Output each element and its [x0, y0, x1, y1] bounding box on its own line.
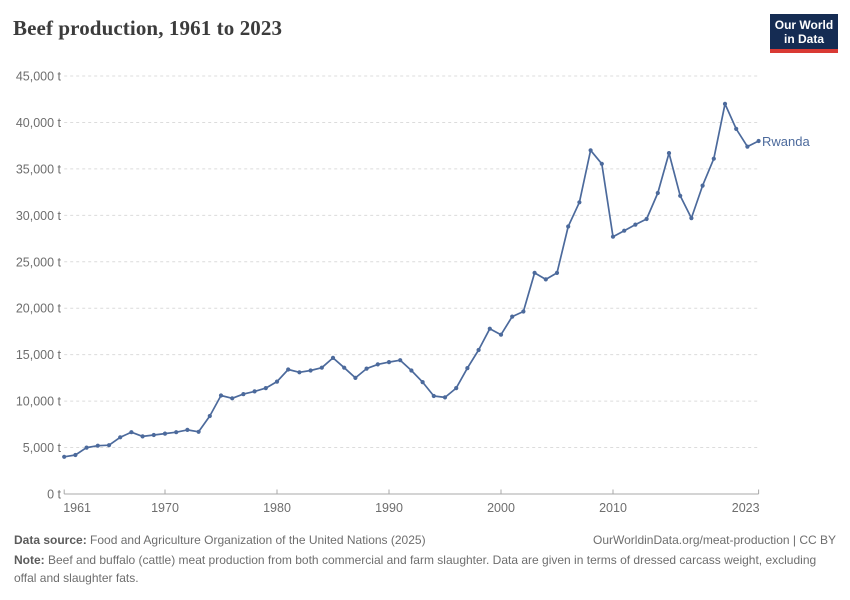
y-axis-tick-label: 20,000 t	[16, 302, 62, 316]
data-point[interactable]	[375, 362, 380, 367]
data-point[interactable]	[577, 200, 582, 205]
data-point[interactable]	[734, 126, 739, 131]
y-axis-tick-label: 40,000 t	[16, 116, 62, 130]
data-point[interactable]	[610, 234, 616, 239]
y-axis-tick-label: 0 t	[47, 488, 61, 502]
data-point[interactable]	[487, 326, 492, 331]
chart-footer: Data source: Food and Agriculture Organi…	[14, 531, 836, 587]
data-point[interactable]	[364, 366, 369, 371]
data-point[interactable]	[666, 151, 672, 156]
data-point[interactable]	[174, 430, 179, 435]
data-point[interactable]	[689, 216, 694, 221]
y-axis-tick-label: 25,000 t	[16, 255, 62, 269]
x-axis-tick-label: 2010	[599, 501, 627, 515]
data-point[interactable]	[263, 386, 268, 391]
y-axis-tick-label: 30,000 t	[16, 209, 62, 223]
x-axis-tick-label: 1980	[263, 501, 291, 515]
data-point[interactable]	[274, 379, 280, 384]
data-point[interactable]	[353, 375, 358, 380]
x-axis-tick-label: 2000	[487, 501, 515, 515]
data-point[interactable]	[678, 193, 683, 198]
x-axis-tick-label: 1990	[375, 501, 403, 515]
data-point[interactable]	[431, 393, 436, 399]
x-axis-tick-label: 2023	[732, 501, 760, 515]
data-point[interactable]	[655, 190, 660, 196]
owid-logo-line1: Our World	[774, 18, 834, 32]
data-point[interactable]	[218, 393, 224, 398]
data-point[interactable]	[454, 386, 459, 391]
footer-note-text: Beef and buffalo (cattle) meat productio…	[14, 553, 817, 585]
data-point[interactable]	[319, 365, 324, 370]
data-point[interactable]	[722, 101, 728, 106]
data-point[interactable]	[566, 224, 571, 229]
data-point[interactable]	[84, 445, 89, 450]
data-point[interactable]	[151, 432, 156, 438]
data-point[interactable]	[633, 222, 638, 227]
data-point[interactable]	[252, 389, 257, 394]
data-point[interactable]	[207, 413, 212, 419]
data-point[interactable]	[297, 370, 302, 375]
data-point[interactable]	[532, 270, 537, 275]
entity-label-rwanda[interactable]: Rwanda	[762, 134, 810, 149]
data-point[interactable]	[398, 358, 403, 363]
x-axis-tick-label: 1961	[63, 501, 91, 515]
y-axis-tick-label: 15,000 t	[16, 348, 62, 362]
footer-source-label: Data source:	[14, 533, 87, 547]
data-point[interactable]	[230, 396, 235, 401]
data-point[interactable]	[330, 355, 336, 360]
data-point[interactable]	[241, 392, 246, 397]
data-point[interactable]	[308, 368, 313, 373]
footer-note: Note: Beef and buffalo (cattle) meat pro…	[14, 551, 836, 587]
data-point[interactable]	[498, 332, 504, 337]
y-axis-tick-label: 35,000 t	[16, 162, 62, 176]
chart-title: Beef production, 1961 to 2023	[13, 16, 283, 40]
data-line-rwanda[interactable]	[63, 103, 760, 458]
data-point[interactable]	[73, 452, 78, 458]
data-point[interactable]	[409, 368, 414, 373]
data-point[interactable]	[162, 431, 168, 436]
y-axis-tick-label: 10,000 t	[16, 395, 62, 409]
data-point[interactable]	[129, 430, 134, 435]
data-point[interactable]	[510, 314, 515, 319]
data-point[interactable]	[196, 429, 201, 434]
data-point[interactable]	[342, 365, 347, 370]
data-point[interactable]	[711, 156, 716, 161]
data-point[interactable]	[106, 443, 112, 448]
data-point[interactable]	[521, 309, 526, 314]
data-point[interactable]	[554, 270, 560, 275]
data-point[interactable]	[644, 216, 649, 222]
owid-logo-line2: in Data	[783, 32, 824, 46]
data-point[interactable]	[118, 435, 123, 440]
footer-license-link[interactable]: OurWorldinData.org/meat-production | CC …	[593, 533, 836, 547]
x-axis-tick-label: 1970	[151, 501, 179, 515]
footer-note-label: Note:	[14, 553, 45, 567]
data-point[interactable]	[95, 443, 100, 448]
data-point[interactable]	[185, 427, 190, 432]
data-point[interactable]	[465, 366, 470, 371]
data-point[interactable]	[599, 161, 604, 166]
footer-source-text: Food and Agriculture Organization of the…	[86, 533, 426, 547]
data-point[interactable]	[442, 395, 448, 400]
data-point[interactable]	[756, 138, 761, 144]
owid-logo[interactable]: Our World in Data	[770, 14, 838, 53]
data-point[interactable]	[62, 454, 67, 459]
data-point[interactable]	[543, 277, 548, 282]
line-chart: 0 t 5,000 t 10,000 t 15,000 t 20,000 t 25,000…	[16, 70, 761, 515]
data-point[interactable]	[700, 183, 705, 188]
data-point[interactable]	[386, 360, 392, 365]
data-point[interactable]	[745, 144, 750, 149]
y-axis-tick-label: 45,000 t	[16, 70, 62, 84]
data-point[interactable]	[286, 367, 291, 372]
footer-source: Data source: Food and Agriculture Organi…	[14, 531, 426, 549]
data-point[interactable]	[588, 148, 593, 153]
data-point[interactable]	[476, 347, 481, 353]
data-point[interactable]	[622, 228, 627, 233]
data-point[interactable]	[140, 434, 145, 439]
data-point[interactable]	[420, 380, 425, 385]
y-axis-tick-label: 5,000 t	[23, 441, 62, 455]
